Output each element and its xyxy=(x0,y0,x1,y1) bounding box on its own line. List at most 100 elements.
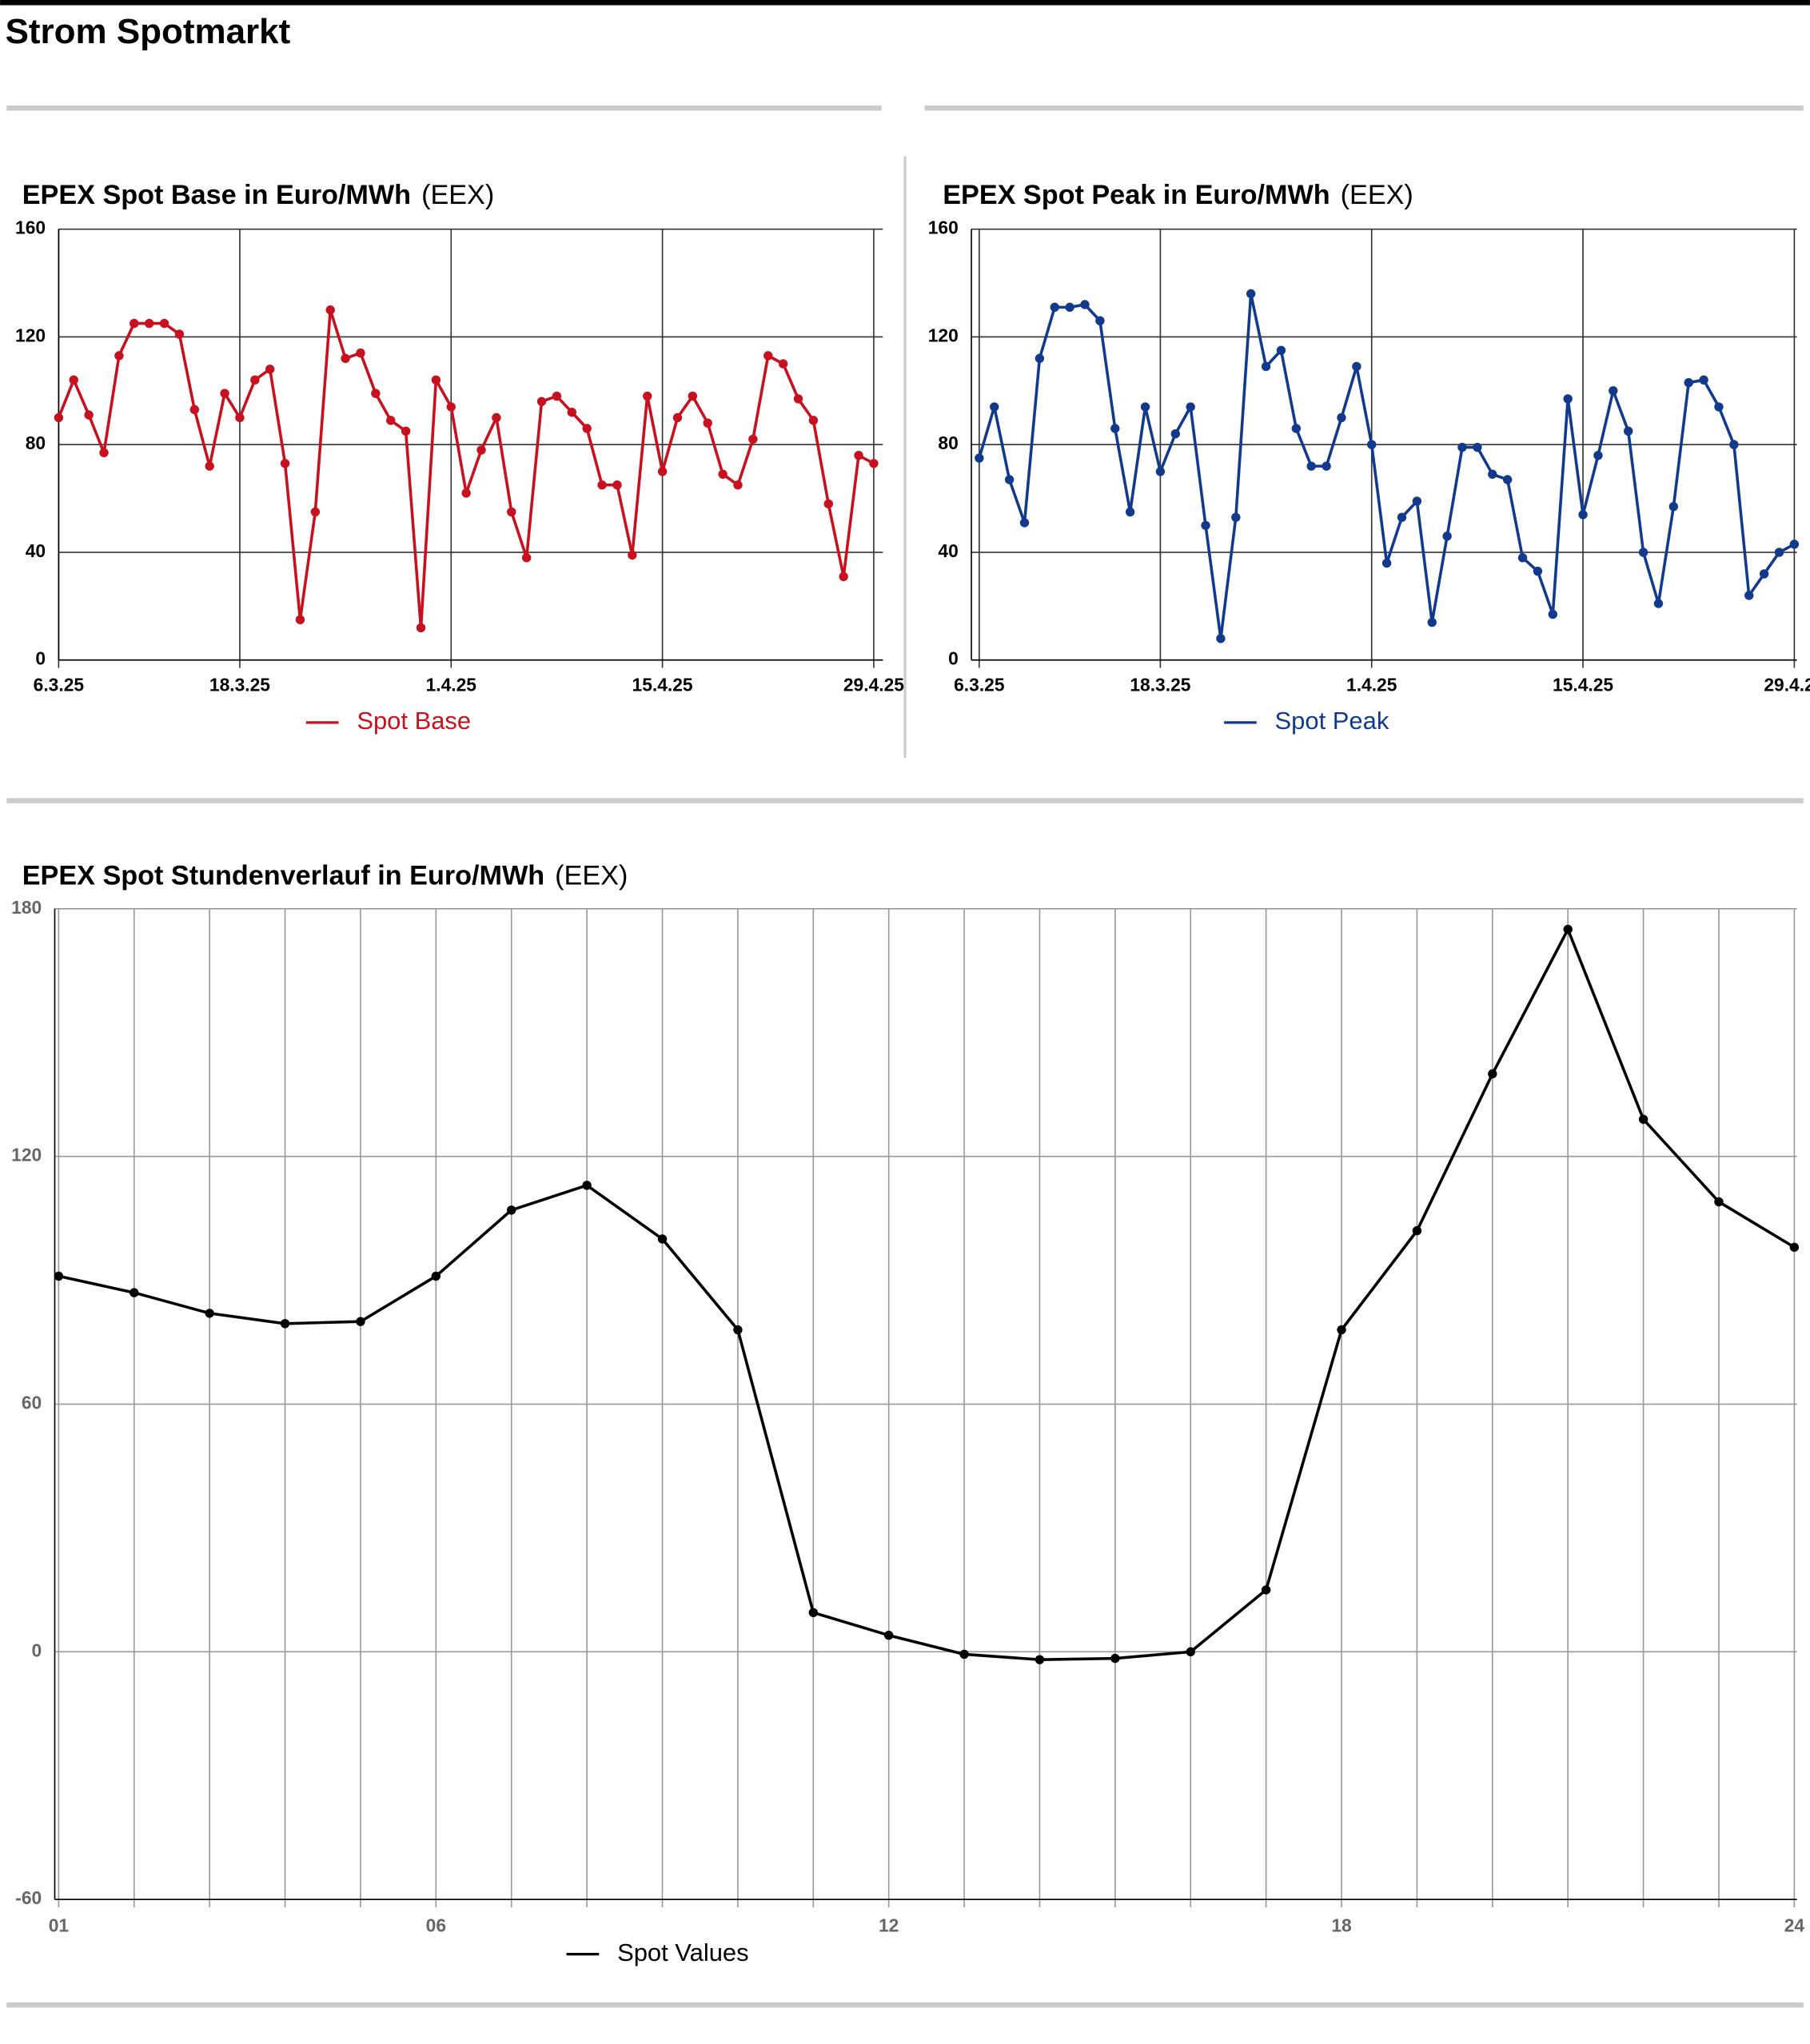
data-point xyxy=(657,1234,668,1244)
data-point xyxy=(883,1631,894,1640)
data-point xyxy=(672,412,683,423)
data-point xyxy=(1050,302,1059,313)
data-point xyxy=(628,550,637,560)
chart-source: (EEX) xyxy=(421,180,494,210)
y-tick-label: 0 xyxy=(948,648,959,669)
data-point xyxy=(1488,469,1497,479)
data-point xyxy=(1381,558,1392,568)
data-point xyxy=(1155,467,1166,476)
data-point xyxy=(295,615,305,624)
data-point xyxy=(130,1288,139,1297)
x-tick-label: 24 xyxy=(1784,1915,1805,1935)
data-point xyxy=(1322,461,1331,471)
data-point xyxy=(1019,518,1030,528)
data-point xyxy=(1201,520,1210,530)
data-point xyxy=(205,1309,214,1318)
data-point xyxy=(1337,412,1346,423)
data-point xyxy=(1125,507,1135,517)
data-point xyxy=(778,359,788,369)
legend-label: Spot Values xyxy=(617,1938,749,1966)
data-point xyxy=(1668,501,1679,512)
data-point xyxy=(1638,1114,1649,1124)
data-point xyxy=(1473,442,1482,452)
data-point xyxy=(69,375,78,385)
data-point xyxy=(1035,353,1045,364)
data-point xyxy=(1442,532,1452,541)
data-point xyxy=(1231,512,1241,522)
divider xyxy=(903,156,907,758)
data-point xyxy=(130,318,139,329)
data-point xyxy=(1653,599,1664,608)
y-tick-label: 120 xyxy=(928,325,959,345)
data-point xyxy=(220,388,229,398)
data-point xyxy=(431,1271,441,1281)
data-point xyxy=(975,453,984,463)
data-point xyxy=(54,1271,64,1281)
x-tick-label: 6.3.25 xyxy=(34,674,85,695)
y-tick-label: 0 xyxy=(35,648,46,669)
data-point xyxy=(1699,375,1708,385)
x-tick-label: 29.4.25 xyxy=(843,674,904,695)
data-point xyxy=(280,1319,290,1329)
data-point xyxy=(990,402,999,412)
x-tick-label: 18.3.25 xyxy=(209,674,270,695)
y-tick-label: 40 xyxy=(938,540,958,561)
chart-title: EPEX Spot Stundenverlauf in Euro/MWh (EEX… xyxy=(22,861,628,891)
data-point xyxy=(703,418,712,428)
data-point xyxy=(1609,386,1618,396)
data-point xyxy=(959,1649,969,1660)
data-point xyxy=(1065,302,1074,313)
page-title: Strom Spotmarkt xyxy=(6,12,291,51)
data-point xyxy=(476,445,486,455)
legend-label: Spot Base xyxy=(357,707,471,735)
chart-title-main: EPEX Spot Peak in Euro/MWh xyxy=(943,180,1330,210)
data-point xyxy=(310,507,321,517)
data-point xyxy=(54,412,64,423)
data-point xyxy=(174,329,185,339)
data-point xyxy=(1789,540,1800,549)
data-point xyxy=(401,426,411,436)
data-point xyxy=(582,424,592,433)
x-tick-label: 6.3.25 xyxy=(954,674,1005,695)
data-point xyxy=(250,375,260,385)
y-tick-label: 80 xyxy=(26,432,46,453)
y-tick-label: 160 xyxy=(928,217,959,238)
x-tick-label: 1.4.25 xyxy=(426,674,477,695)
y-tick-label: 120 xyxy=(15,325,46,345)
data-point xyxy=(1095,316,1105,325)
separator xyxy=(6,2002,1804,2008)
data-point xyxy=(1140,402,1150,412)
data-point xyxy=(159,318,169,329)
chart-title-main: EPEX Spot Stundenverlauf in Euro/MWh xyxy=(22,861,544,891)
data-point xyxy=(492,412,501,423)
data-point xyxy=(1186,402,1195,412)
data-point xyxy=(1517,552,1528,563)
data-point xyxy=(371,388,381,398)
y-tick-label: 120 xyxy=(11,1145,42,1165)
data-point xyxy=(1563,394,1573,404)
x-tick-label: 06 xyxy=(426,1915,446,1935)
data-point xyxy=(265,365,275,374)
x-tick-label: 18.3.25 xyxy=(1130,674,1190,695)
data-point xyxy=(1080,300,1090,309)
data-point xyxy=(1216,634,1226,643)
x-tick-label: 29.4.25 xyxy=(1764,674,1810,695)
data-point xyxy=(1533,566,1543,576)
data-point xyxy=(1367,440,1377,449)
data-point xyxy=(823,499,833,509)
data-point xyxy=(1789,1242,1800,1252)
x-tick-label: 15.4.25 xyxy=(632,674,693,695)
data-point xyxy=(1502,475,1513,484)
data-point xyxy=(356,348,365,358)
data-point xyxy=(536,396,547,406)
data-point xyxy=(1110,1653,1120,1663)
data-point xyxy=(1759,569,1769,579)
x-tick-label: 1.4.25 xyxy=(1346,674,1397,695)
data-point xyxy=(718,469,728,479)
data-point xyxy=(869,459,879,468)
series-line xyxy=(58,927,1796,1661)
top-rule xyxy=(0,0,1810,6)
data-point xyxy=(808,1608,818,1618)
data-point xyxy=(114,351,124,361)
